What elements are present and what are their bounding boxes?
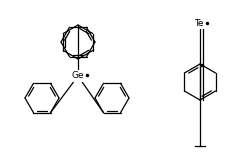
Text: Te: Te xyxy=(194,18,204,27)
Text: Ge: Ge xyxy=(72,72,84,80)
